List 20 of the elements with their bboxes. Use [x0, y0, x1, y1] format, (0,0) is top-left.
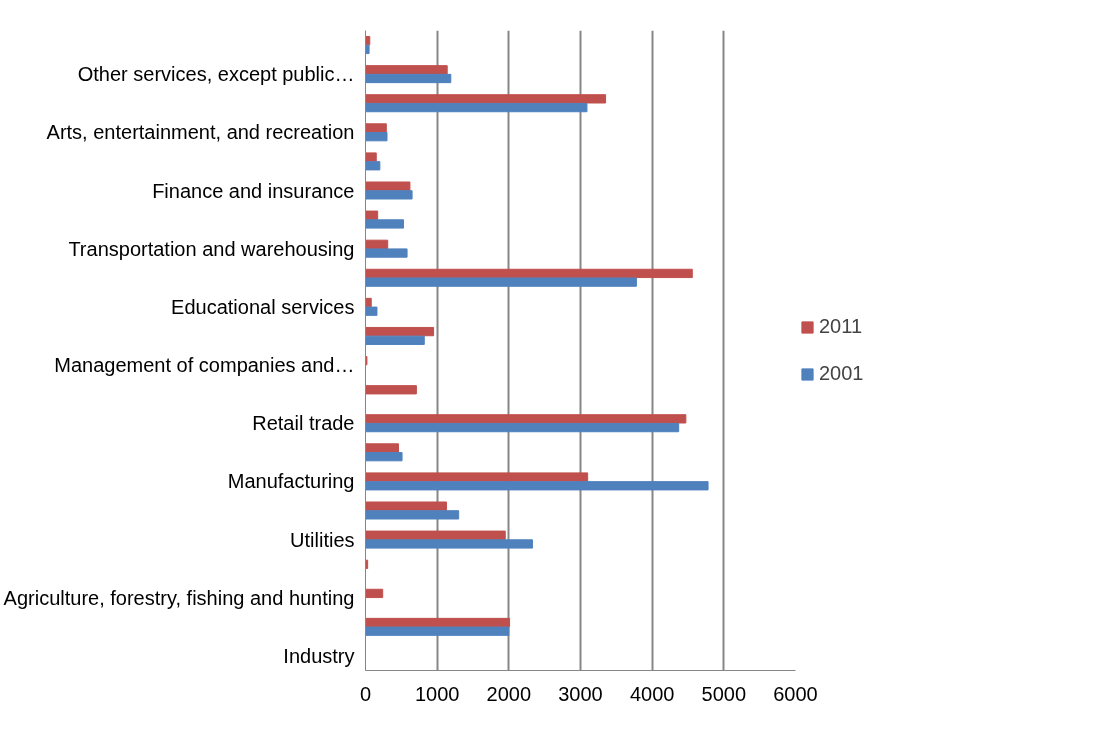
y-tick-label: Manufacturing — [227, 470, 355, 493]
y-tick-label: Other services, except public… — [77, 63, 355, 86]
legend-label: 2001 — [819, 362, 864, 385]
x-tick-label: 3000 — [558, 682, 603, 705]
y-tick-label: Educational services — [171, 295, 355, 318]
y-tick-label: Finance and insurance — [152, 179, 355, 202]
x-tick-label: 0 — [359, 682, 372, 705]
y-tick-label: Management of companies and… — [54, 354, 355, 377]
x-tick-label: 5000 — [701, 682, 747, 705]
x-tick-label: 1000 — [414, 682, 460, 705]
y-tick-label: Agriculture, forestry, fishing and hunting — [3, 586, 355, 609]
legend-label: 2011 — [819, 315, 863, 338]
y-tick-label: Industry — [283, 644, 355, 667]
x-tick-label: 2000 — [486, 682, 532, 705]
y-tick-label: Arts, entertainment, and recreation — [46, 121, 355, 144]
x-tick-label: 6000 — [773, 682, 818, 705]
y-tick-label: Transportation and warehousing — [68, 237, 355, 260]
y-tick-label: Retail trade — [252, 412, 355, 435]
x-tick-label: 4000 — [629, 682, 675, 705]
y-tick-label: Utilities — [290, 528, 355, 551]
